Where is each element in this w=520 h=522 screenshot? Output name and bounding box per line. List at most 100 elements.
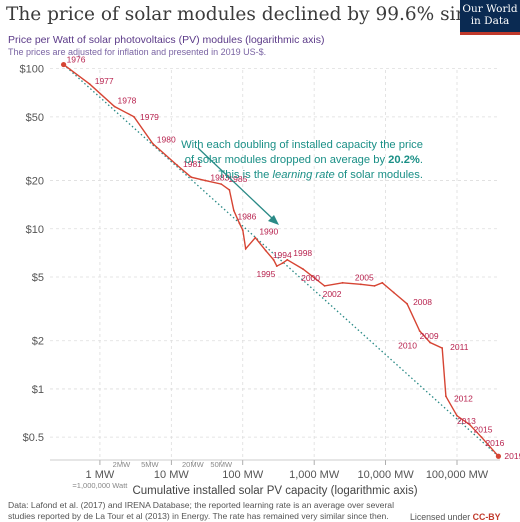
year-label: 1980 [157, 135, 176, 145]
x-axis: 1 MW 100 MW 1,000 MW 10,000 MW 100,000 MW 10 … [50, 459, 500, 497]
y-tick-label: $0.5 [23, 432, 44, 444]
data-point [441, 347, 444, 349]
year-label: 2002 [323, 289, 342, 299]
year-label: 1976 [67, 55, 86, 65]
chart-canvas: $100 $50 $20 $10 $5 $2 $1 $0.5 1 MW 100 MW 1,000 … [20, 55, 520, 497]
data-point [468, 423, 471, 426]
data-point [480, 436, 483, 439]
logo-line-2: in Data [470, 15, 510, 27]
x-minor-tick-label: 2MW [113, 460, 131, 469]
data-point [302, 268, 305, 271]
price-line [63, 64, 499, 457]
y-tick-label: $5 [32, 272, 44, 284]
data-point [406, 302, 408, 305]
data-point [190, 176, 193, 179]
annotation-line-1: With each doubling of installed capacity… [181, 139, 423, 151]
annotation-line-3-text: This is the [218, 169, 272, 181]
data-point [151, 142, 154, 145]
chart-note: The prices are adjusted for inflation an… [8, 47, 267, 57]
x-tick-label: 1,000 MW [289, 469, 340, 481]
year-label: 2016 [485, 438, 504, 448]
logo-line-1: Our World [462, 3, 518, 15]
x-minor-tick-label: 50MW [210, 460, 233, 469]
data-point [264, 249, 267, 252]
series-layer [60, 61, 502, 459]
data-point [341, 281, 344, 284]
x-tick-label: 1 MW [86, 469, 115, 481]
source-note: Data: Lafond et al. (2017) and IRENA Dat… [8, 500, 408, 522]
data-point [204, 179, 207, 182]
annotation-arrow-head [268, 215, 279, 225]
data-point [445, 395, 447, 398]
year-label: 1983 [210, 173, 229, 183]
license-link[interactable]: CC-BY [472, 512, 501, 522]
license-note: Licensed under CC-BY [410, 512, 500, 522]
year-label: 1977 [95, 76, 114, 86]
source-line-1: Data: Lafond et al. (2017) and IRENA Dat… [8, 500, 394, 510]
logo-accent-bar [460, 32, 520, 35]
y-tick-label: $50 [26, 112, 44, 124]
x-unit-note: =1,000,000 Watt [72, 481, 128, 490]
year-label: 2015 [474, 424, 493, 434]
data-point [275, 265, 278, 267]
x-tick-label: 10,000 MW [357, 469, 414, 481]
data-point [418, 330, 421, 332]
data-point [281, 262, 284, 265]
annotation-line-3-end: of solar modules. [335, 169, 423, 181]
data-point [88, 83, 91, 86]
annotation-line-2-end: . [420, 154, 423, 166]
data-point [113, 105, 116, 108]
year-label: 1979 [140, 112, 159, 122]
annotation-learning-rate-term: learning rate [272, 169, 334, 181]
year-label: 2012 [454, 393, 473, 403]
year-label: 2011 [450, 342, 469, 352]
source-line-2: studies reported by de La Tour et al (20… [8, 511, 389, 521]
y-axis: $100 $50 $20 $10 $5 $2 $1 $0.5 [20, 64, 44, 445]
y-tick-label: $2 [32, 336, 44, 348]
grid [50, 68, 500, 460]
year-label: 1981 [183, 159, 202, 169]
y-tick-label: $100 [20, 64, 44, 76]
year-label: 2000 [301, 273, 320, 283]
data-point [220, 183, 223, 186]
data-point [381, 281, 384, 284]
data-point [60, 61, 67, 68]
data-point [254, 236, 257, 239]
year-label: 2013 [457, 416, 476, 426]
data-point [228, 188, 231, 191]
data-point [241, 229, 244, 232]
year-label: 2010 [398, 340, 417, 350]
y-tick-label: $20 [26, 176, 44, 188]
annotation-learning-rate-value: 20.2% [388, 154, 420, 166]
x-minor-tick-label: 20MW [182, 460, 205, 469]
x-tick-label: 10 MW [154, 469, 189, 481]
year-label: 2019 [504, 451, 520, 461]
y-tick-label: $10 [26, 224, 44, 236]
year-label: 1995 [256, 269, 275, 279]
data-point [323, 284, 326, 287]
trendline-layer [63, 64, 499, 457]
year-label: 1986 [237, 211, 256, 221]
year-label: 1985 [228, 174, 247, 184]
year-label: 1990 [259, 227, 278, 237]
annotation: With each doubling of installed capacity… [181, 139, 423, 225]
data-point [495, 453, 502, 459]
data-point [373, 284, 376, 287]
x-axis-title: Cumulative installed solar PV capacity (… [132, 485, 417, 497]
data-point [133, 115, 135, 118]
owid-logo[interactable]: Our World in Data [460, 0, 520, 32]
x-minor-tick-label: 5MW [141, 460, 159, 469]
data-point [232, 209, 235, 212]
annotation-arrow-shaft [197, 147, 275, 221]
year-label: 2005 [355, 272, 374, 282]
annotation-line-3: This is the learning rate of solar modul… [218, 169, 423, 181]
data-point [286, 258, 289, 261]
chart-title: The price of solar modules declined by 9… [6, 4, 520, 25]
year-label: 1998 [293, 248, 312, 258]
license-prefix: Licensed under [410, 512, 473, 522]
data-point [456, 414, 458, 417]
data-point [244, 247, 247, 250]
data-point [392, 291, 395, 294]
annotation-line-2-text: of solar modules dropped on average by [185, 154, 388, 166]
